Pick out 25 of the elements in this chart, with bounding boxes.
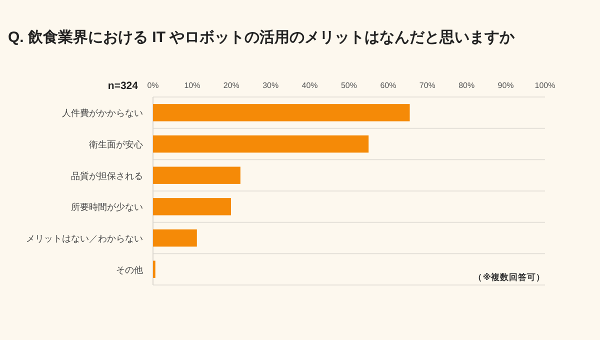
y-tick-label: 人件費がかからない [62, 108, 143, 118]
x-tick-label: 100% [534, 81, 556, 90]
y-tick-label: 品質が担保される [71, 170, 143, 181]
text: n=324 [108, 80, 138, 92]
y-tick-label: メリットはない／わからない [26, 234, 143, 244]
y-tick-label: 衛生面が安心 [89, 140, 143, 150]
x-tick-label: 60% [380, 81, 396, 90]
chart-title: Q. 飲食業界における IT やロボットの活用のメリットはなんだと思いますか [8, 29, 516, 46]
y-tick-label: その他 [116, 264, 143, 275]
bar [153, 166, 240, 184]
x-tick-label: 0% [147, 81, 159, 90]
x-tick-label: 80% [458, 81, 475, 90]
x-tick-label: 20% [223, 81, 240, 90]
bar [153, 198, 232, 216]
bar [153, 104, 410, 122]
y-tick-label: 所要時間が少ない [71, 202, 143, 212]
x-tick-label: 70% [419, 81, 436, 90]
x-tick-label: 10% [184, 81, 200, 90]
x-tick-label: 50% [340, 81, 358, 90]
bar [153, 135, 369, 153]
annotation: （※複数回答可） [474, 272, 545, 282]
x-tick-label: 40% [302, 81, 318, 90]
bar [153, 229, 197, 247]
x-tick-label: 30% [262, 81, 279, 90]
x-tick-label: 90% [498, 81, 514, 90]
